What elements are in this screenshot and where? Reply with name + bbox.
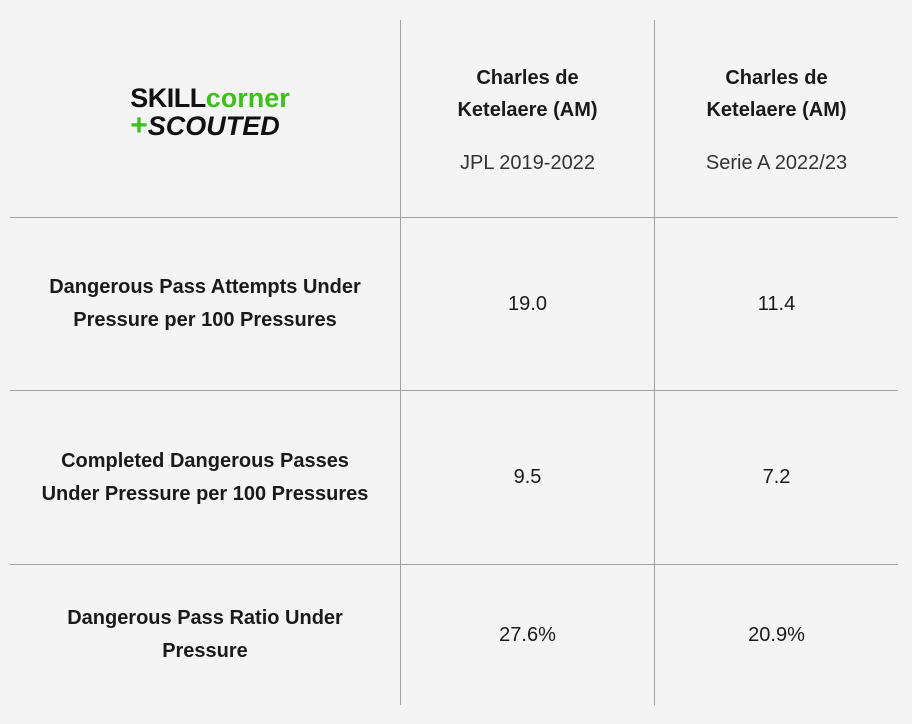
comparison-table: SKILLcorner +SCOUTED Charles de Ketelaer… xyxy=(10,20,898,705)
logo-text: SKILL xyxy=(130,83,206,113)
logo-line: SKILLcorner xyxy=(130,85,290,112)
metric-value: 27.6% xyxy=(499,623,556,646)
season: Serie A 2022/23 xyxy=(705,152,848,174)
logo-cell: SKILLcorner +SCOUTED xyxy=(10,20,401,218)
metric-value: 19.0 xyxy=(508,292,547,315)
table-cell: 20.9% xyxy=(655,565,898,705)
header-cell: Charles de Ketelaere (AM) Serie A 2022/2… xyxy=(655,20,898,218)
table-cell: Completed Dangerous Passes Under Pressur… xyxy=(10,391,401,565)
metric-label: Dangerous Pass Attempts Under Pressure p… xyxy=(49,276,361,331)
metric-label: Dangerous Pass Ratio Under Pressure xyxy=(67,607,343,662)
metric-label: Completed Dangerous Passes Under Pressur… xyxy=(41,449,369,505)
header-cell: Charles de Ketelaere (AM) JPL 2019-2022 xyxy=(401,20,655,218)
logo-line: +SCOUTED xyxy=(130,109,290,142)
table-cell: 19.0 xyxy=(401,218,655,391)
table-cell: 7.2 xyxy=(655,391,898,565)
metric-value: 9.5 xyxy=(513,466,542,488)
table-cell: 11.4 xyxy=(655,218,898,391)
logo-plus: + xyxy=(130,109,148,142)
season: JPL 2019-2022 xyxy=(460,152,595,174)
metric-value: 11.4 xyxy=(757,292,796,315)
table-cell: 27.6% xyxy=(401,565,655,705)
player-name: Charles de Ketelaere (AM) xyxy=(457,67,598,121)
metric-value: 20.9% xyxy=(748,623,805,646)
table-cell: Dangerous Pass Attempts Under Pressure p… xyxy=(10,218,401,391)
logo: SKILLcorner +SCOUTED xyxy=(130,85,290,142)
player-name: Charles de Ketelaere (AM) xyxy=(706,67,847,121)
metric-value: 7.2 xyxy=(762,466,791,488)
logo-text: corner xyxy=(205,83,290,113)
table-cell: 9.5 xyxy=(401,391,655,565)
logo-text: SCOUTED xyxy=(147,111,280,141)
table-cell: Dangerous Pass Ratio Under Pressure xyxy=(10,565,401,705)
